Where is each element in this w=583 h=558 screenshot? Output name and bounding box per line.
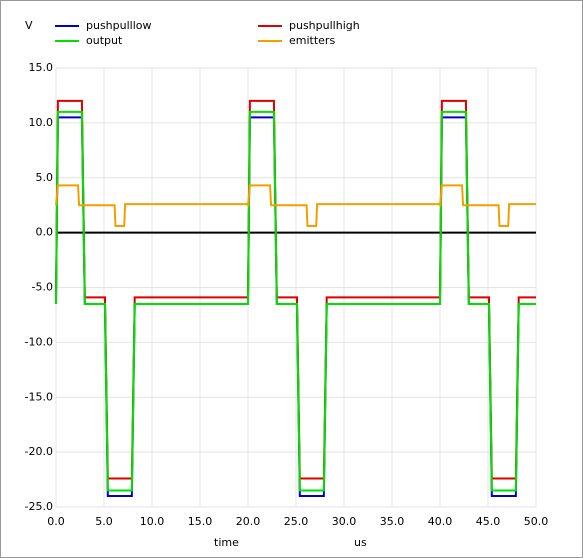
y-tick-label: -25.0 [25, 500, 53, 513]
x-tick-label: 35.0 [380, 515, 405, 528]
y-tick-label: 0.0 [36, 226, 54, 239]
x-tick-label: 15.0 [188, 515, 213, 528]
x-label: time [214, 536, 239, 549]
legend-label: emitters [289, 34, 335, 47]
legend-label: pushpullhigh [289, 19, 360, 32]
y-tick-label: 15.0 [29, 61, 54, 74]
y-tick-label: -15.0 [25, 390, 53, 403]
x-tick-label: 0.0 [47, 515, 65, 528]
y-label: V [25, 19, 33, 32]
y-tick-label: 5.0 [36, 171, 54, 184]
x-tick-label: 30.0 [332, 515, 357, 528]
y-tick-label: -5.0 [32, 281, 53, 294]
series-line [55, 110, 536, 492]
y-tick-label: -10.0 [25, 335, 53, 348]
x-tick-label: 45.0 [476, 515, 501, 528]
x-tick-label: 5.0 [95, 515, 113, 528]
series-line [55, 184, 536, 228]
x-tick-label: 25.0 [284, 515, 309, 528]
x-tick-label: 40.0 [428, 515, 453, 528]
x-tick-label: 20.0 [236, 515, 261, 528]
x-tick-label: 50.0 [524, 515, 549, 528]
y-tick-label: -20.0 [25, 445, 53, 458]
x-tick-label: 10.0 [140, 515, 165, 528]
y-tick-label: 10.0 [29, 116, 54, 129]
x-unit: us [354, 536, 367, 549]
legend-label: pushpulllow [86, 19, 152, 32]
legend-label: output [86, 34, 123, 47]
